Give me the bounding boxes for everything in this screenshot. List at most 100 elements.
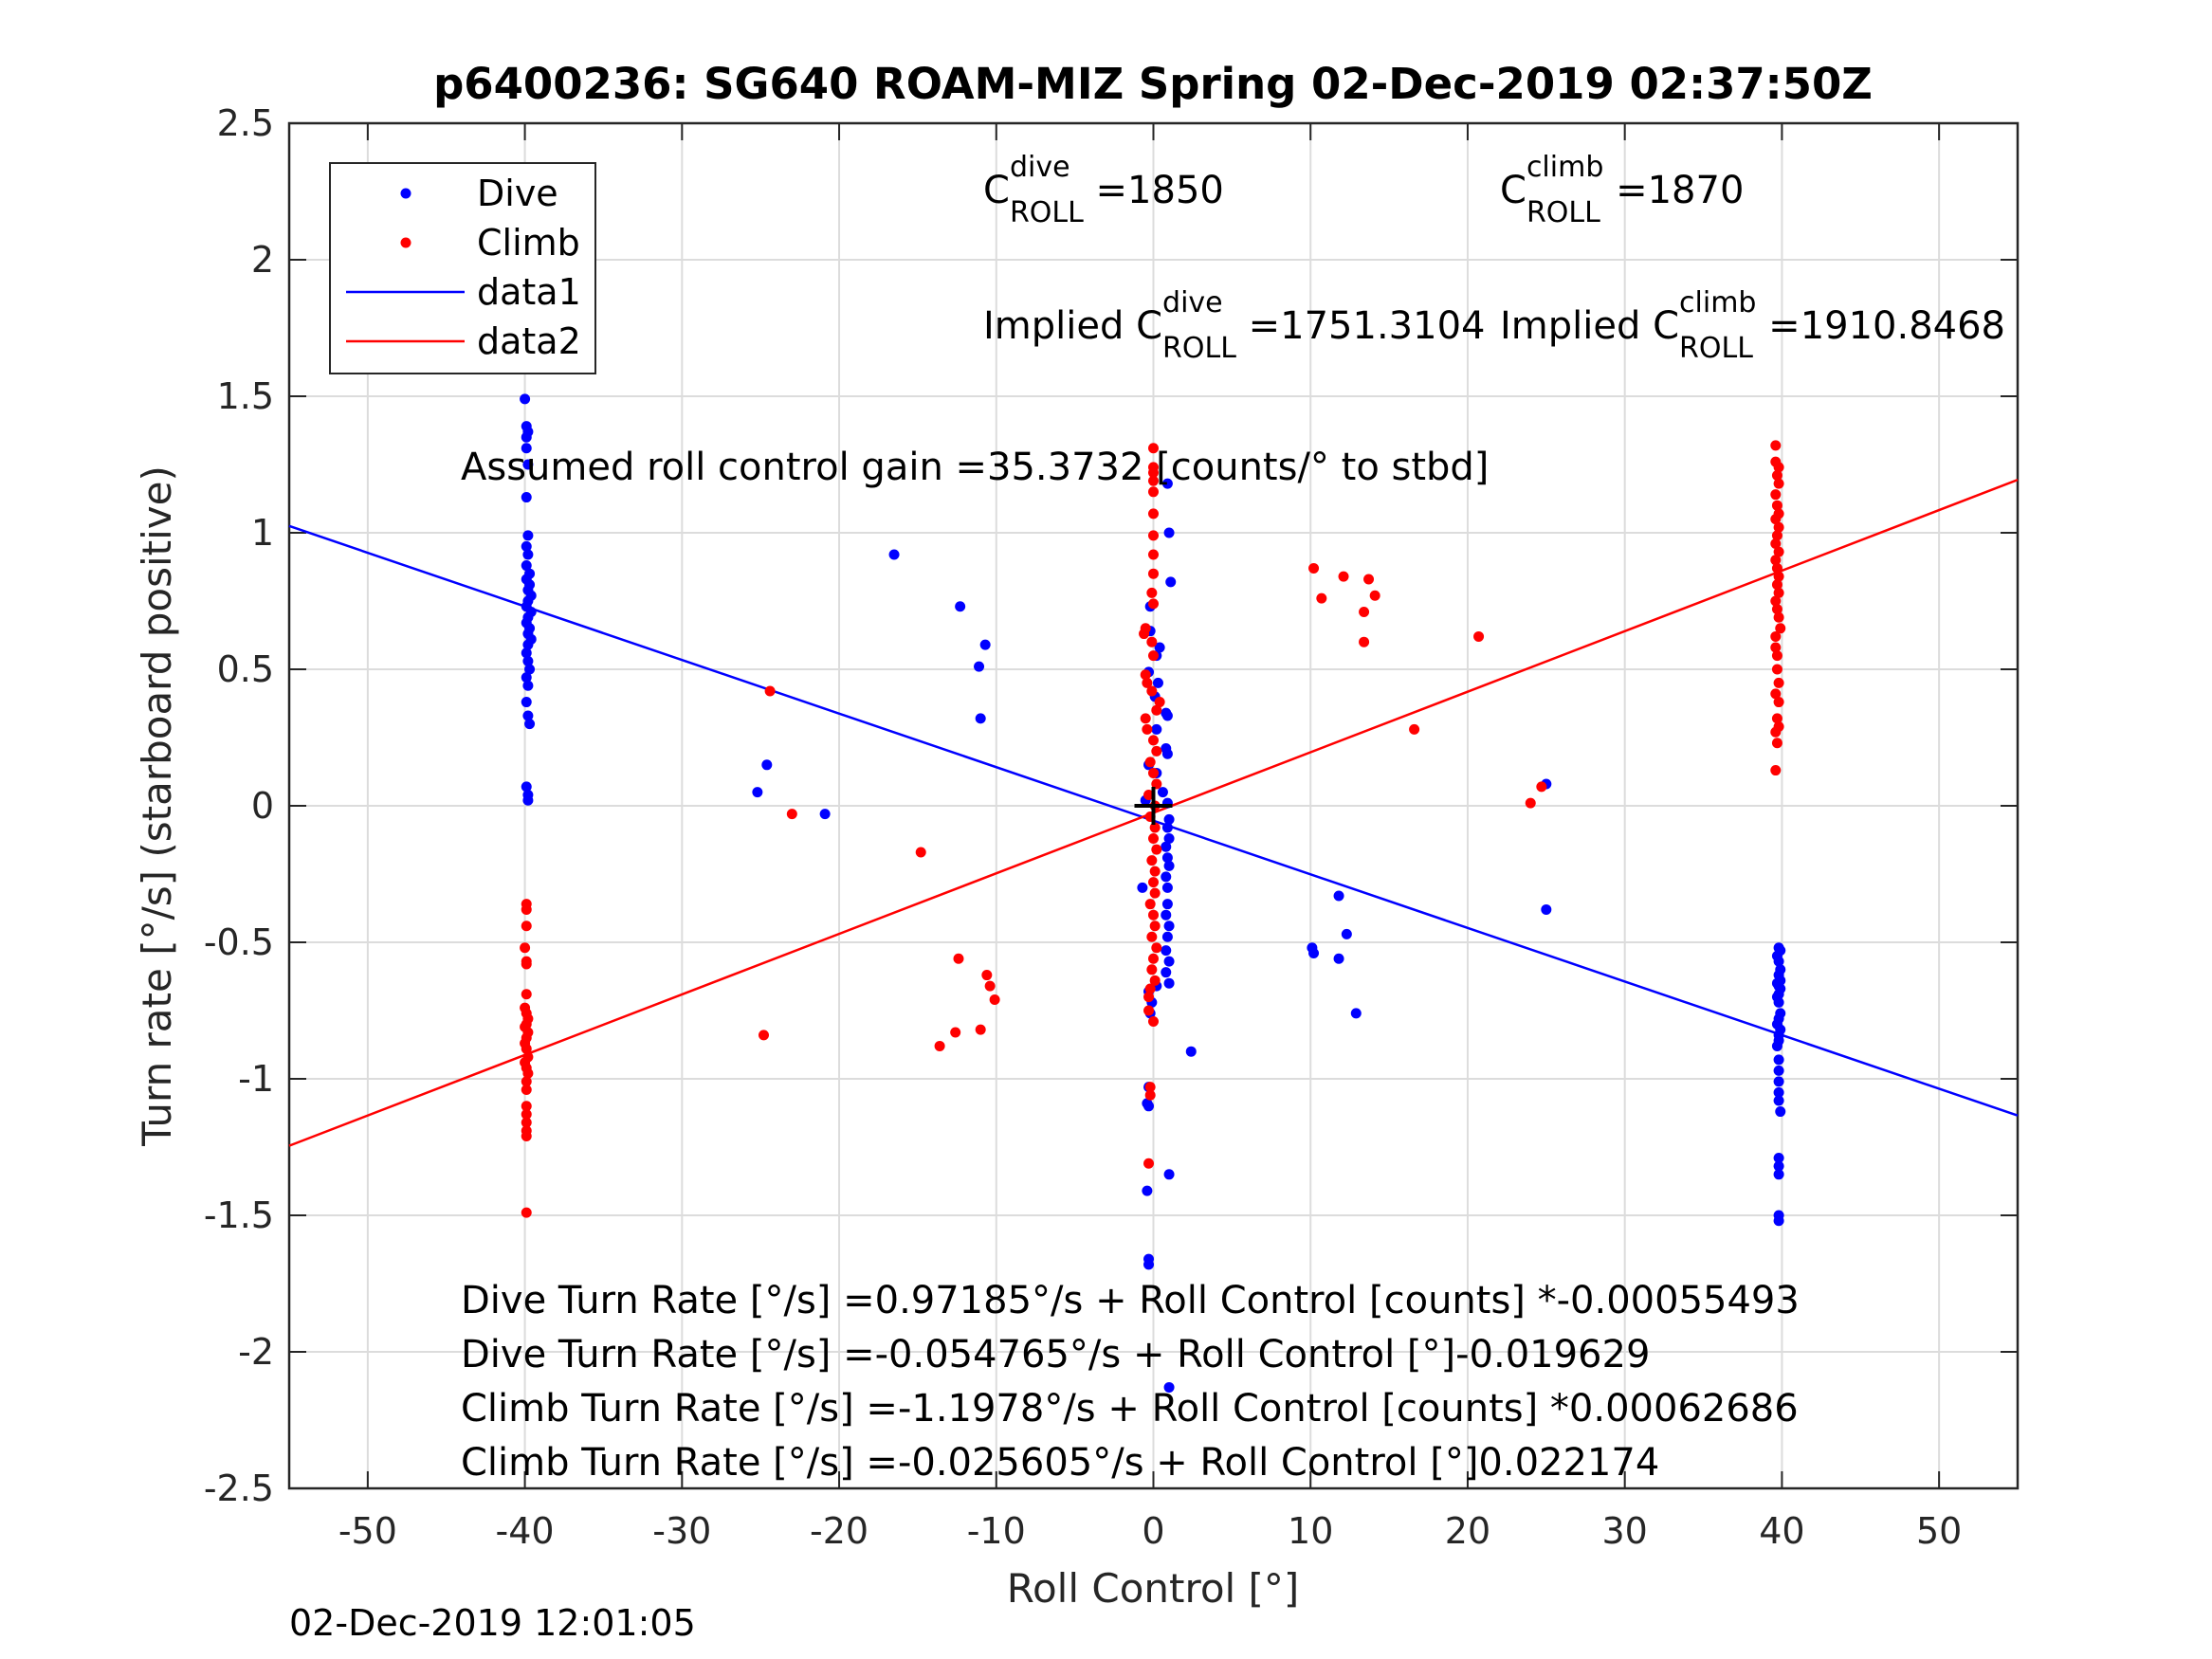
climb-point <box>1148 953 1159 964</box>
y-tick-label: -1.5 <box>204 1194 274 1236</box>
legend-marker-dive <box>400 188 411 199</box>
dive-point <box>1161 841 1172 852</box>
climb-point <box>1773 521 1784 533</box>
climb-point <box>1143 789 1155 800</box>
climb-point <box>1148 530 1159 541</box>
dive-point <box>1163 921 1175 932</box>
series-climb <box>520 440 1786 1218</box>
fit-equation: Climb Turn Rate [°/s] =-1.1978°/s + Roll… <box>461 1387 1799 1431</box>
climb-point <box>1771 530 1782 541</box>
y-tick-label: 2.5 <box>217 102 274 144</box>
dive-point <box>521 431 532 443</box>
annotation-implied-climb: Implied Cclimb ROLL =1910.8468 <box>1500 286 2005 365</box>
dive-point <box>1161 748 1173 759</box>
dive-point <box>1773 1086 1784 1098</box>
dive-point <box>1773 1169 1784 1180</box>
annotation-c-roll-dive: Cdive ROLL =1850 <box>983 151 1224 229</box>
climb-point <box>1139 629 1150 640</box>
dive-point <box>1773 1065 1784 1076</box>
climb-point <box>1143 1158 1155 1169</box>
dive-point <box>1541 903 1552 915</box>
annotation-superscript: climb <box>1526 151 1603 184</box>
y-tick-label: -1 <box>238 1058 274 1100</box>
climb-point <box>1770 555 1782 566</box>
climb-point <box>1144 757 1156 768</box>
annotation-prefix: C <box>1500 169 1526 212</box>
dive-point <box>1151 723 1162 735</box>
dive-point <box>522 530 534 541</box>
dive-point <box>520 393 531 405</box>
dive-point <box>522 710 534 721</box>
y-tick-label: 0.5 <box>217 648 274 690</box>
climb-point <box>984 980 996 992</box>
climb-point <box>1148 833 1159 845</box>
climb-point <box>1770 630 1782 642</box>
dive-point <box>1163 813 1175 825</box>
dive-point <box>1165 576 1177 588</box>
axis-ticks <box>289 122 2018 1489</box>
dive-point <box>1161 478 1173 489</box>
climb-point <box>1770 726 1782 738</box>
annotation-value: =1870 <box>1603 169 1744 212</box>
dive-point <box>521 443 532 454</box>
fit-equation: Dive Turn Rate [°/s] =0.97185°/s + Roll … <box>461 1279 1800 1322</box>
annotation-value: =1850 <box>1084 169 1224 212</box>
climb-point <box>1771 500 1782 511</box>
x-tick-label: 40 <box>1759 1510 1804 1552</box>
annotation-c-roll-climb: Cclimb ROLL =1870 <box>1500 151 1744 229</box>
climb-point <box>1146 685 1158 697</box>
climb-point <box>520 942 531 954</box>
dive-point <box>521 697 532 708</box>
climb-point <box>989 994 1000 1005</box>
climb-point <box>1148 909 1159 921</box>
climb-point <box>1775 623 1786 634</box>
climb-point <box>1149 921 1161 932</box>
dive-point <box>522 794 534 806</box>
scatter-points <box>520 393 1786 1393</box>
climb-point <box>1409 723 1420 735</box>
dive-point <box>521 540 532 552</box>
dive-point <box>1163 860 1175 871</box>
dive-point <box>819 809 831 820</box>
x-tick-labels: -50 -40 -30 -20 -10 0 10 20 30 40 50 <box>338 1510 1962 1552</box>
climb-point <box>786 809 797 820</box>
annotation-value: =1910.8468 <box>1756 304 2005 348</box>
climb-point <box>1363 574 1375 585</box>
dive-point <box>1143 1259 1155 1270</box>
climb-point <box>1148 767 1159 778</box>
climb-point <box>1338 571 1349 582</box>
dive-point <box>1773 1076 1784 1087</box>
climb-point <box>521 1076 532 1087</box>
dive-point <box>1137 882 1148 893</box>
climb-point <box>953 953 964 964</box>
climb-point <box>1148 735 1159 746</box>
climb-point <box>1146 964 1158 975</box>
dive-point <box>1161 882 1173 893</box>
dive-point <box>1161 871 1172 883</box>
climb-point <box>1148 508 1159 520</box>
y-tick-label: 1.5 <box>217 375 274 417</box>
climb-point <box>1771 604 1782 615</box>
climb-point <box>1771 470 1782 482</box>
x-tick-label: 10 <box>1288 1510 1333 1552</box>
y-tick-label: -0.5 <box>204 921 274 963</box>
climb-point <box>1770 642 1782 653</box>
climb-point <box>1151 844 1162 855</box>
climb-point <box>522 1067 534 1079</box>
climb-point <box>1771 579 1782 591</box>
dive-point <box>1161 899 1173 910</box>
annotation-prefix: Implied C <box>983 304 1162 348</box>
dive-point <box>1773 956 1784 967</box>
annotation-subscript: ROLL <box>1162 332 1236 365</box>
climb-point <box>1148 877 1159 888</box>
annotations: Cdive ROLL =1850 Cclimb ROLL =1870 Implied C… <box>983 151 2005 365</box>
climb-point <box>981 970 993 981</box>
x-tick-label: 20 <box>1445 1510 1490 1552</box>
climb-point <box>1770 489 1782 501</box>
climb-point <box>1149 975 1161 986</box>
climb-point <box>1369 590 1380 601</box>
climb-point <box>1148 467 1159 479</box>
y-tick-label: -2 <box>238 1331 274 1373</box>
climb-point <box>1148 568 1159 579</box>
dive-point <box>752 787 763 798</box>
